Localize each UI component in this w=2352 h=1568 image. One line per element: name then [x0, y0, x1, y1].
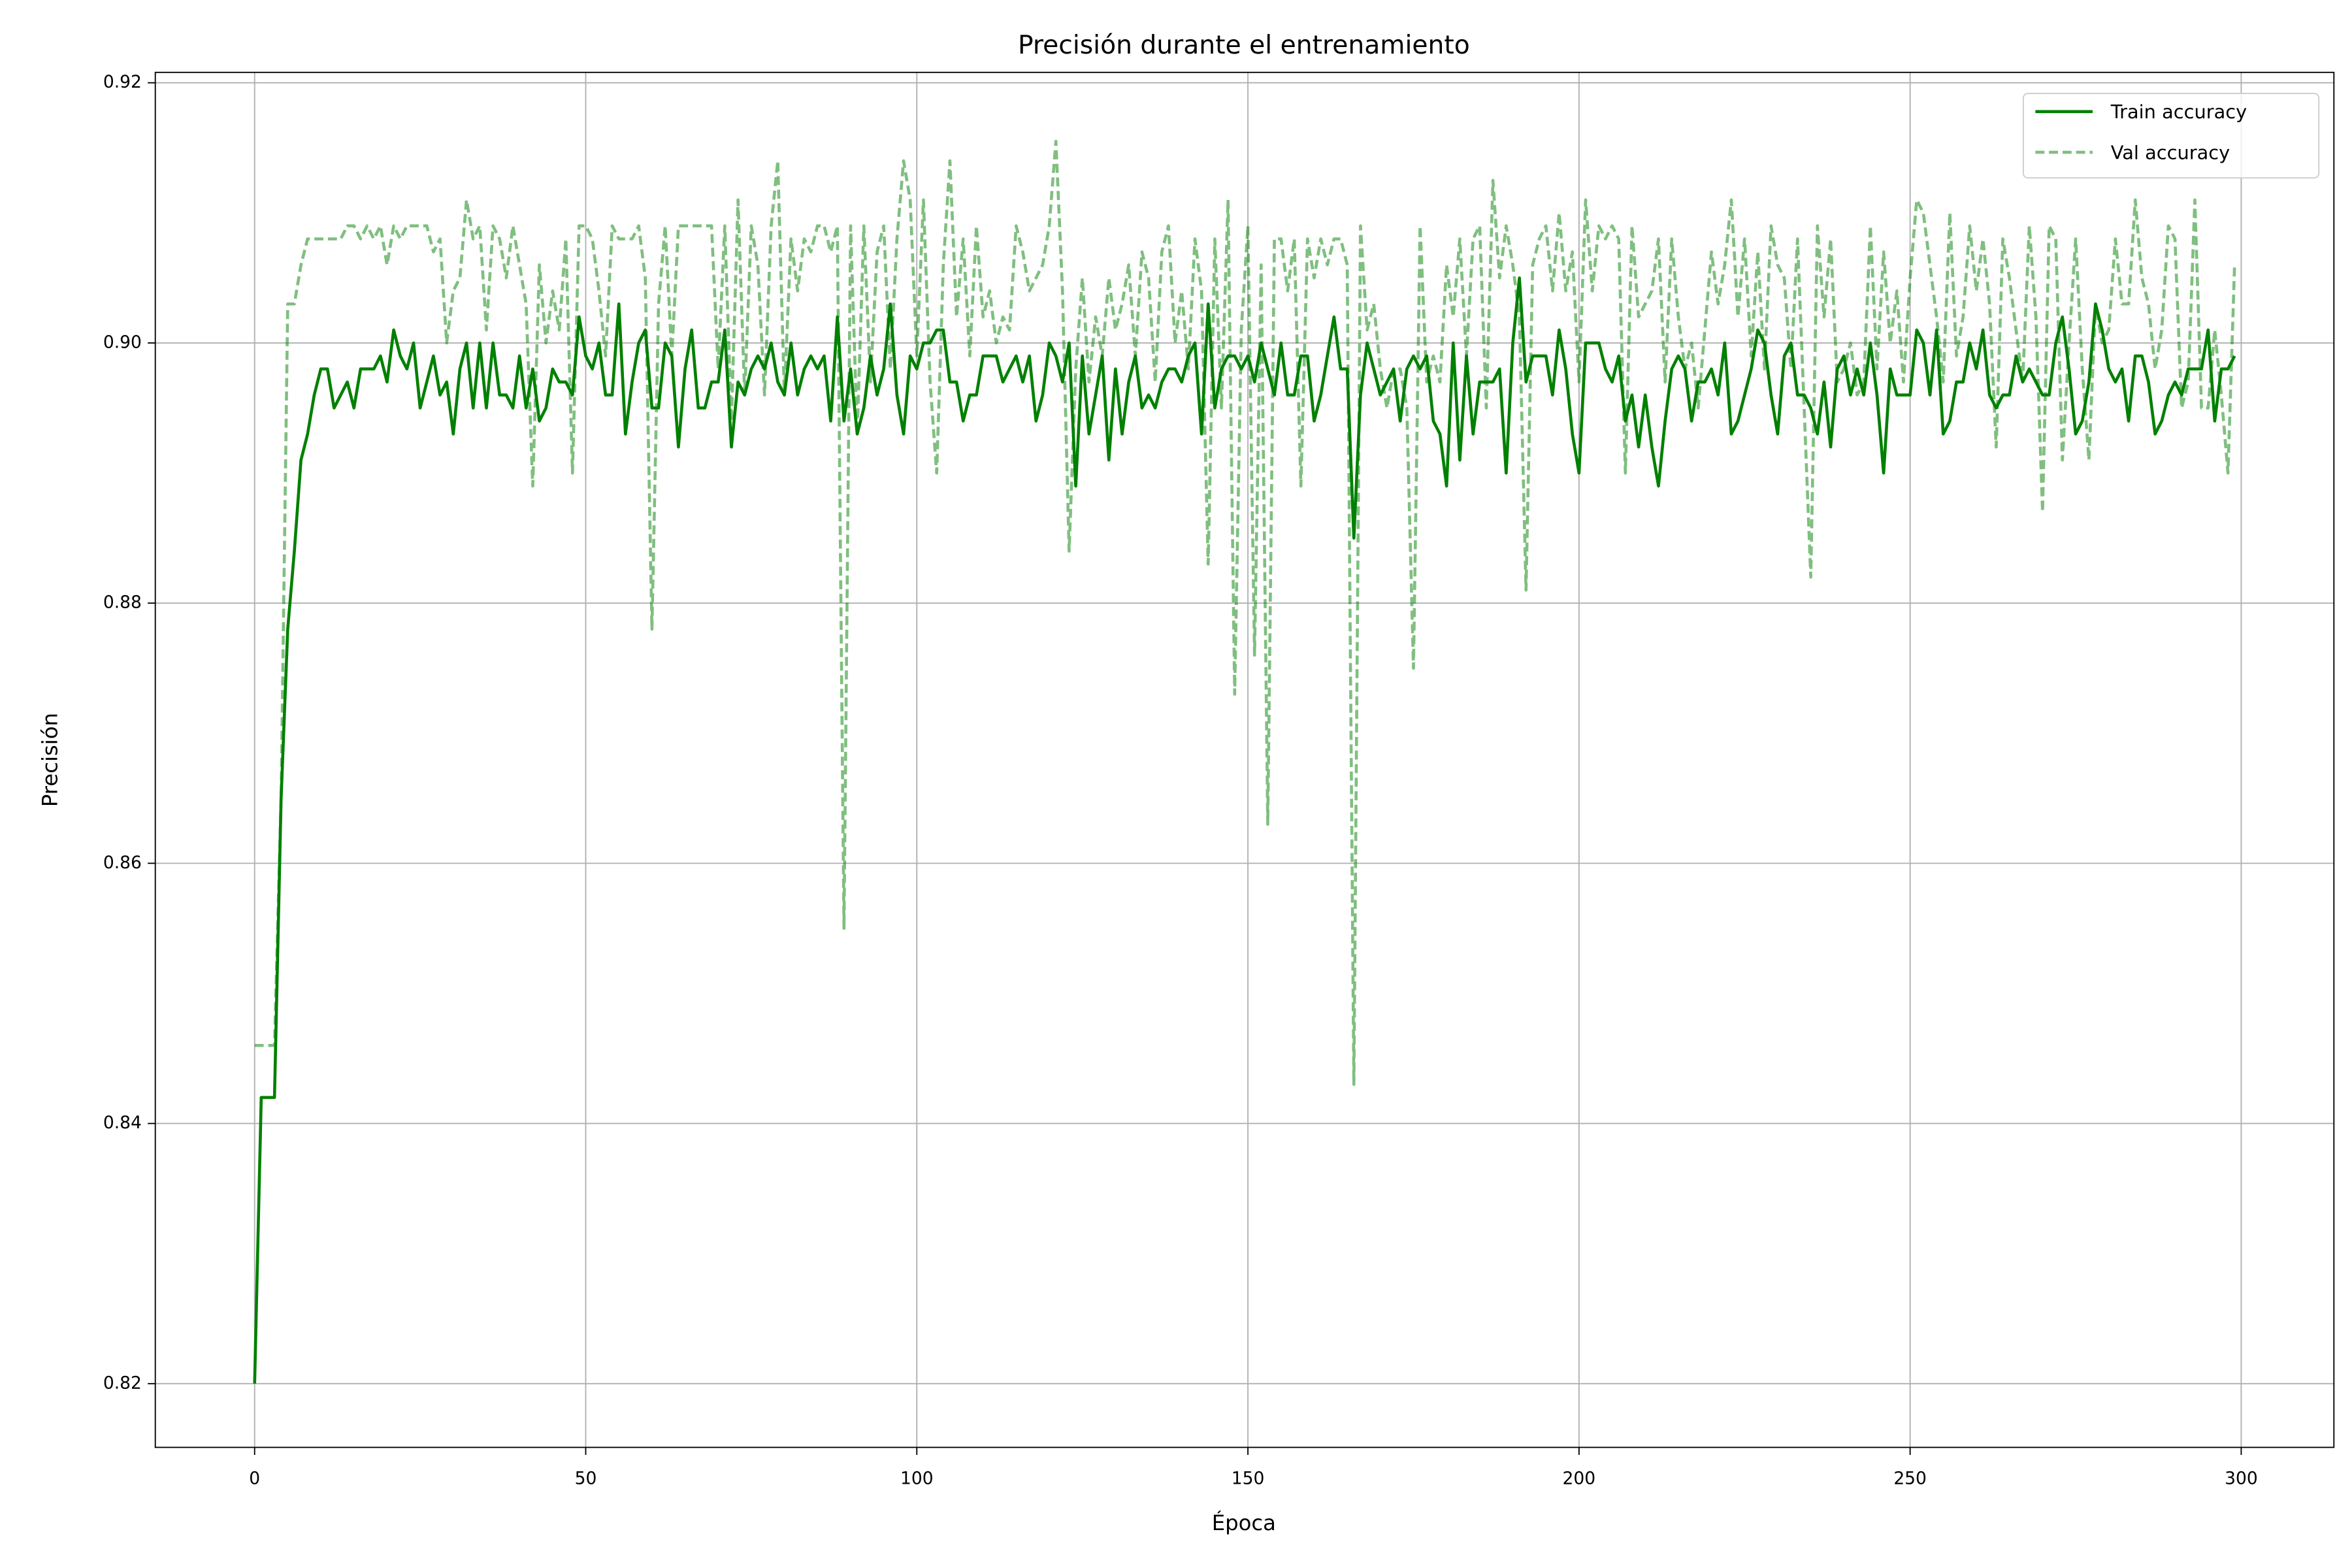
x-tick-label: 200 — [1563, 1468, 1596, 1488]
y-tick-label: 0.84 — [103, 1113, 142, 1133]
y-tick-label: 0.90 — [103, 332, 142, 352]
plot-frame — [154, 71, 2335, 1448]
x-tick-label: 100 — [900, 1468, 934, 1488]
data-line — [253, 276, 2236, 1384]
data-line — [254, 139, 2236, 1086]
y-tick-label: 0.88 — [103, 593, 142, 613]
legend-box — [2023, 93, 2320, 179]
legend-label: Val accuracy — [2111, 141, 2230, 163]
x-tick-label: 150 — [1232, 1468, 1265, 1488]
x-tick-label: 0 — [249, 1468, 260, 1488]
y-tick-label: 0.82 — [103, 1373, 142, 1393]
y-axis-label: Precisión — [37, 713, 62, 807]
chart-title: Precisión durante el entrenamiento — [1018, 31, 1470, 60]
x-tick-label: 250 — [1893, 1468, 1927, 1488]
y-tick-label: 0.92 — [103, 72, 142, 92]
x-tick-label: 50 — [575, 1468, 597, 1488]
y-tick-label: 0.86 — [103, 853, 142, 873]
legend: Train accuracy Val accuracy — [2023, 93, 2320, 179]
x-axis-label: Época — [1212, 1511, 1276, 1535]
legend-label: Train accuracy — [2110, 101, 2247, 123]
x-tick-label: 300 — [2225, 1468, 2258, 1488]
